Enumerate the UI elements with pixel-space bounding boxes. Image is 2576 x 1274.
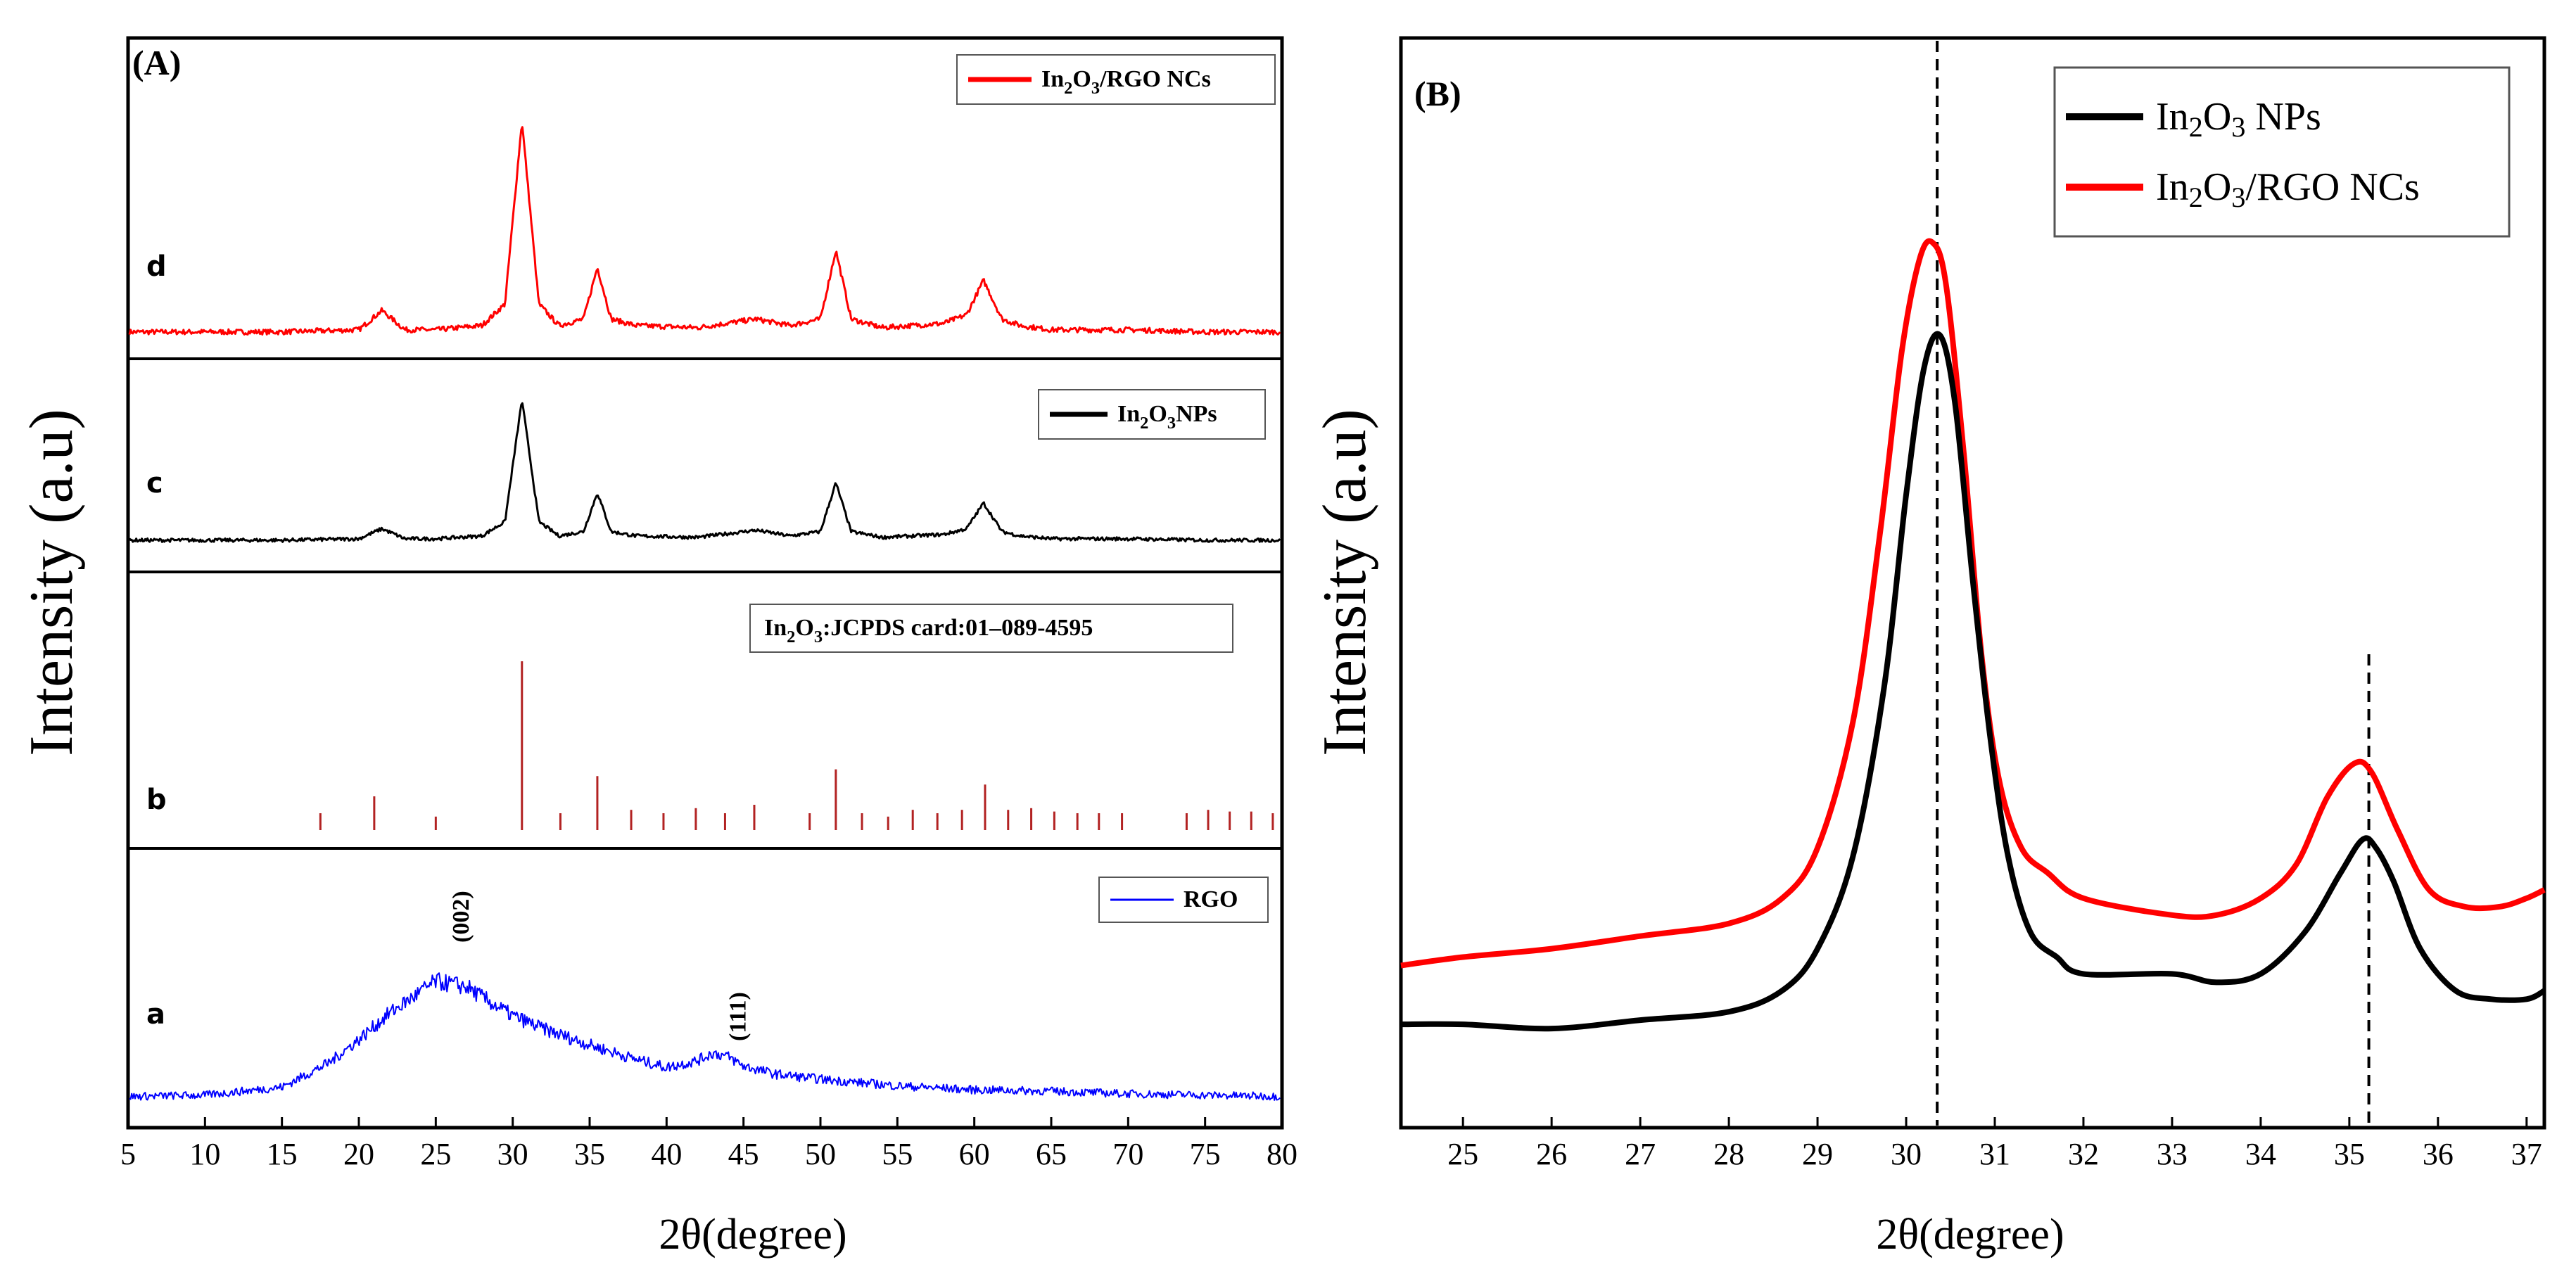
peak-annotation: (002) — [448, 891, 474, 943]
panel-b-x-ticks: 25 26 27 28 29 30 31 32 33 34 35 36 37 — [1447, 1117, 2542, 1171]
legend-label: In2O3NPs — [1117, 401, 1217, 433]
x-tick-label: 75 — [1190, 1137, 1221, 1171]
x-tick-label: 27 — [1625, 1137, 1656, 1171]
x-tick-label: 40 — [651, 1137, 682, 1171]
x-tick-label: 5 — [120, 1137, 136, 1171]
panel-b-plot — [1400, 41, 2546, 1126]
x-tick-label: 30 — [1891, 1137, 1922, 1171]
curve-label-b: b — [146, 784, 167, 816]
x-tick-label: 30 — [497, 1137, 528, 1171]
curve-label-c: c — [146, 467, 163, 499]
series-line-np — [1400, 331, 2546, 1032]
panel-b-frame — [1399, 36, 2546, 1130]
panel-a-ylabel: Intensity (a.u) — [18, 409, 86, 756]
curve-label-a: a — [146, 998, 165, 1031]
panel-a-label: (A) — [132, 43, 181, 82]
x-tick-label: 35 — [2334, 1137, 2365, 1171]
subplot-b: b In2O3:JCPDS card:01–089-4595 — [146, 604, 1274, 830]
panel-a: (A) 2θ(degree) Intensity (a.u) 5 10 15 20 25… — [18, 36, 1297, 1259]
x-tick-label: 60 — [959, 1137, 990, 1171]
x-tick-label: 50 — [805, 1137, 836, 1171]
series-line-d — [128, 126, 1281, 336]
x-tick-label: 15 — [267, 1137, 298, 1171]
x-tick-label: 25 — [420, 1137, 451, 1171]
legend-label: In2O3/RGO NCs — [1041, 66, 1211, 98]
x-tick-label: 20 — [343, 1137, 374, 1171]
x-tick-label: 55 — [882, 1137, 913, 1171]
x-tick-label: 31 — [1979, 1137, 2010, 1171]
panel-b-xlabel: 2θ(degree) — [1876, 1211, 2064, 1259]
x-tick-label: 37 — [2511, 1137, 2542, 1171]
x-tick-label: 25 — [1447, 1137, 1478, 1171]
x-tick-label: 29 — [1802, 1137, 1833, 1171]
x-tick-label: 33 — [2157, 1137, 2188, 1171]
x-tick-label: 65 — [1036, 1137, 1067, 1171]
legend-label: In2O3/RGO NCs — [2156, 165, 2420, 213]
x-tick-label: 32 — [2068, 1137, 2099, 1171]
legend-box — [749, 604, 1233, 653]
x-tick-label: 45 — [728, 1137, 759, 1171]
subplot-c: c In2O3NPs — [128, 389, 1281, 543]
x-tick-label: 80 — [1267, 1137, 1297, 1171]
panel-b: (B) 2θ(degree) Intensity (a.u) 25 26 27 28 2… — [1311, 36, 2546, 1259]
legend-label: In2O3:JCPDS card:01–089-4595 — [764, 615, 1093, 646]
x-tick-label: 70 — [1112, 1137, 1143, 1171]
x-tick-label: 10 — [189, 1137, 220, 1171]
subplot-a: a RGO (002) (111) — [129, 877, 1281, 1101]
panel-b-label: (B) — [1414, 74, 1461, 113]
panel-a-plots: d In2O3/RGO NCs c In2O3NPs b In2O3:JCPDS card… — [128, 54, 1281, 1101]
peak-annotation: (111) — [725, 992, 751, 1041]
series-line-c — [128, 402, 1281, 543]
panel-a-xlabel: 2θ(degree) — [659, 1211, 846, 1259]
subplot-d: d In2O3/RGO NCs — [128, 54, 1281, 336]
x-tick-label: 36 — [2423, 1137, 2454, 1171]
panel-a-x-ticks: 5 10 15 20 25 30 35 40 45 50 55 60 65 70 75 80 — [120, 1117, 1297, 1171]
x-tick-label: 34 — [2245, 1137, 2276, 1171]
panel-b-ylabel: Intensity (a.u) — [1311, 409, 1379, 756]
series-line-a — [129, 972, 1281, 1101]
panel-a-frame — [126, 36, 1284, 1130]
legend-label: RGO — [1184, 886, 1238, 912]
x-tick-label: 26 — [1536, 1137, 1567, 1171]
x-tick-label: 35 — [574, 1137, 605, 1171]
x-tick-label: 28 — [1713, 1137, 1744, 1171]
legend-box — [2053, 66, 2511, 238]
panel-b-legend: In2O3 NPs In2O3/RGO NCs — [2053, 66, 2511, 238]
curve-label-d: d — [146, 250, 167, 283]
legend-label: In2O3 NPs — [2156, 95, 2321, 143]
